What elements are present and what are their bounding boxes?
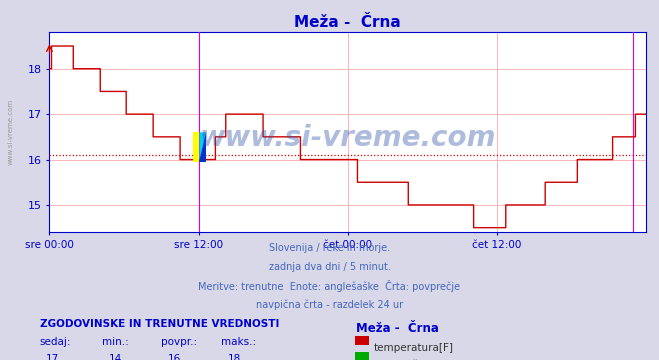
Text: 16: 16 xyxy=(168,354,181,360)
Polygon shape xyxy=(200,132,206,162)
Text: 18: 18 xyxy=(227,354,241,360)
Text: 14: 14 xyxy=(109,354,122,360)
Title: Meža -  Črna: Meža - Črna xyxy=(295,15,401,30)
Text: Slovenija / reke in morje.: Slovenija / reke in morje. xyxy=(269,243,390,253)
Text: maks.:: maks.: xyxy=(221,337,256,347)
Text: min.:: min.: xyxy=(102,337,129,347)
Text: www.si-vreme.com: www.si-vreme.com xyxy=(8,99,14,165)
Text: pretok[čevelj3/min]: pretok[čevelj3/min] xyxy=(374,359,476,360)
Polygon shape xyxy=(193,132,200,162)
Polygon shape xyxy=(200,132,206,162)
Text: Meža -  Črna: Meža - Črna xyxy=(356,322,439,335)
Text: www.si-vreme.com: www.si-vreme.com xyxy=(200,124,496,152)
Text: ZGODOVINSKE IN TRENUTNE VREDNOSTI: ZGODOVINSKE IN TRENUTNE VREDNOSTI xyxy=(40,319,279,329)
Text: sedaj:: sedaj: xyxy=(40,337,71,347)
Text: Meritve: trenutne  Enote: anglešaške  Črta: povprečje: Meritve: trenutne Enote: anglešaške Črta… xyxy=(198,280,461,292)
Text: temperatura[F]: temperatura[F] xyxy=(374,343,453,353)
Text: povpr.:: povpr.: xyxy=(161,337,198,347)
Text: 17: 17 xyxy=(46,354,59,360)
Text: zadnja dva dni / 5 minut.: zadnja dva dni / 5 minut. xyxy=(269,262,390,272)
Text: navpična črta - razdelek 24 ur: navpična črta - razdelek 24 ur xyxy=(256,299,403,310)
